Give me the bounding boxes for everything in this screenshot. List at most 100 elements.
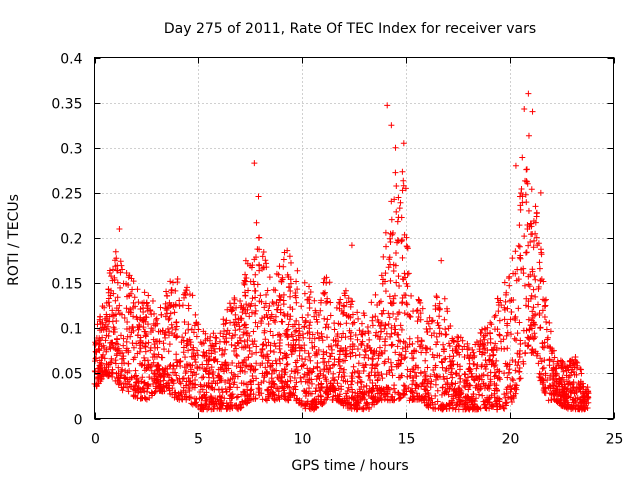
data-point (193, 333, 200, 340)
data-point (525, 342, 532, 349)
data-point (385, 264, 392, 271)
data-point (253, 219, 260, 226)
data-point (528, 186, 535, 193)
data-point (287, 373, 294, 380)
data-point (438, 402, 445, 409)
data-point (187, 368, 194, 375)
data-point (253, 360, 260, 367)
data-point (352, 389, 359, 396)
chart-title: Day 275 of 2011, Rate Of TEC Index for r… (164, 21, 536, 37)
data-point (167, 278, 174, 285)
data-point (242, 292, 249, 299)
data-point (165, 325, 172, 332)
data-point (149, 298, 156, 305)
data-point (191, 356, 198, 363)
data-point (294, 395, 301, 402)
data-point (269, 332, 276, 339)
data-point (343, 320, 350, 327)
data-point (146, 374, 153, 381)
data-point (570, 385, 577, 392)
data-point (412, 385, 419, 392)
data-point (334, 380, 341, 387)
data-point (216, 377, 223, 384)
data-point (392, 389, 399, 396)
data-point (162, 313, 169, 320)
data-point (457, 363, 464, 370)
data-point (111, 274, 118, 281)
data-point (368, 386, 375, 393)
data-point (299, 314, 306, 321)
data-point (200, 374, 207, 381)
data-point (345, 295, 352, 302)
data-point (268, 362, 275, 369)
data-point (559, 361, 566, 368)
data-point (242, 271, 249, 278)
data-point (103, 366, 110, 373)
data-point (565, 374, 572, 381)
data-point (446, 353, 453, 360)
data-point (381, 358, 388, 365)
data-point (292, 345, 299, 352)
data-point (393, 208, 400, 215)
data-point (214, 405, 221, 412)
data-point (120, 353, 127, 360)
data-point (105, 295, 112, 302)
data-point (211, 357, 218, 364)
data-point (411, 369, 418, 376)
data-point (500, 404, 507, 411)
data-point (281, 366, 288, 373)
data-point (173, 356, 180, 363)
data-point (192, 359, 199, 366)
data-point (383, 243, 390, 250)
data-point (525, 132, 532, 139)
data-point (147, 347, 154, 354)
data-point (133, 379, 140, 386)
data-point (240, 359, 247, 366)
data-point (388, 216, 395, 223)
data-point (287, 259, 294, 266)
data-point (152, 317, 159, 324)
data-point (527, 239, 534, 246)
data-point (425, 320, 432, 327)
data-point (368, 347, 375, 354)
data-point (212, 334, 219, 341)
data-point (151, 371, 158, 378)
data-point (522, 302, 529, 309)
data-point (456, 372, 463, 379)
data-point (258, 349, 265, 356)
data-point (401, 310, 408, 317)
data-point (542, 302, 549, 309)
data-point (139, 361, 146, 368)
data-point (539, 307, 546, 314)
data-point (130, 327, 137, 334)
data-point (138, 378, 145, 385)
data-point (314, 318, 321, 325)
data-point (525, 242, 532, 249)
data-point (494, 394, 501, 401)
data-point (258, 298, 265, 305)
data-point (372, 313, 379, 320)
data-point (270, 395, 277, 402)
data-point (352, 332, 359, 339)
data-point (222, 385, 229, 392)
data-point (197, 339, 204, 346)
data-point (105, 361, 112, 368)
data-point (124, 319, 131, 326)
data-point (580, 405, 587, 412)
data-point (393, 239, 400, 246)
data-point (387, 277, 394, 284)
data-point (112, 297, 119, 304)
data-point (465, 386, 472, 393)
data-point (283, 354, 290, 361)
data-point (237, 364, 244, 371)
data-point (196, 364, 203, 371)
data-point (399, 254, 406, 261)
y-tick-label: 0.35 (51, 97, 82, 113)
data-point (382, 229, 389, 236)
data-point (244, 386, 251, 393)
data-point (291, 321, 298, 328)
data-point (180, 387, 187, 394)
data-point (510, 297, 517, 304)
data-point (570, 384, 577, 391)
data-point (264, 287, 271, 294)
